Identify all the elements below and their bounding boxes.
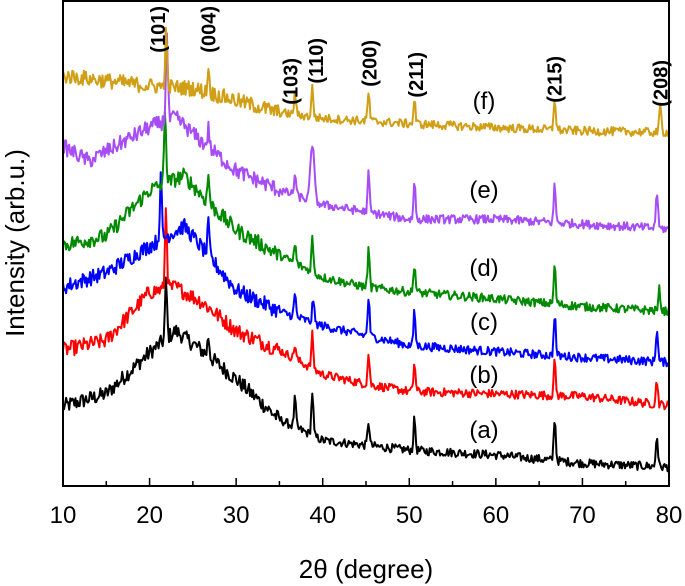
series-label: (d) <box>469 255 498 282</box>
series-line-f <box>62 26 670 138</box>
peak-label: (211) <box>406 52 428 98</box>
series-line-b <box>62 207 670 411</box>
peak-labels: (101) (004) (103) (110) (200) (211) (215) (208) <box>148 6 672 107</box>
peak-label: (110) <box>306 38 328 84</box>
series-label: (b) <box>469 362 498 389</box>
x-tick-label: 50 <box>396 502 423 529</box>
series-line-c <box>62 171 670 368</box>
series-curves <box>62 26 670 473</box>
x-axis-ticks: 10 20 30 40 50 60 70 80 <box>50 478 683 529</box>
x-tick-label: 80 <box>656 502 683 529</box>
series-labels: (a) (b) (c) (d) (e) (f) <box>469 88 498 444</box>
x-tick-label: 30 <box>223 502 250 529</box>
y-axis-title: Intensity (arb.u.) <box>0 149 30 337</box>
x-tick-label: 10 <box>50 502 77 529</box>
x-tick-label: 20 <box>136 502 163 529</box>
x-tick-label: 40 <box>309 502 336 529</box>
peak-label: (200) <box>359 40 381 87</box>
series-line-d <box>62 110 670 317</box>
peak-label: (004) <box>198 6 220 53</box>
peak-label: (103) <box>281 58 303 105</box>
series-line-e <box>62 32 670 234</box>
series-label: (f) <box>473 88 496 115</box>
series-line-a <box>62 276 670 473</box>
series-label: (a) <box>469 417 498 444</box>
peak-label: (101) <box>148 6 170 53</box>
series-label: (e) <box>469 177 498 204</box>
peak-label: (215) <box>545 56 567 103</box>
x-tick-label: 70 <box>569 502 596 529</box>
x-axis-title: 2θ (degree) <box>299 554 433 584</box>
series-label: (c) <box>470 309 498 336</box>
x-tick-label: 60 <box>483 502 510 529</box>
peak-label: (208) <box>650 60 672 107</box>
